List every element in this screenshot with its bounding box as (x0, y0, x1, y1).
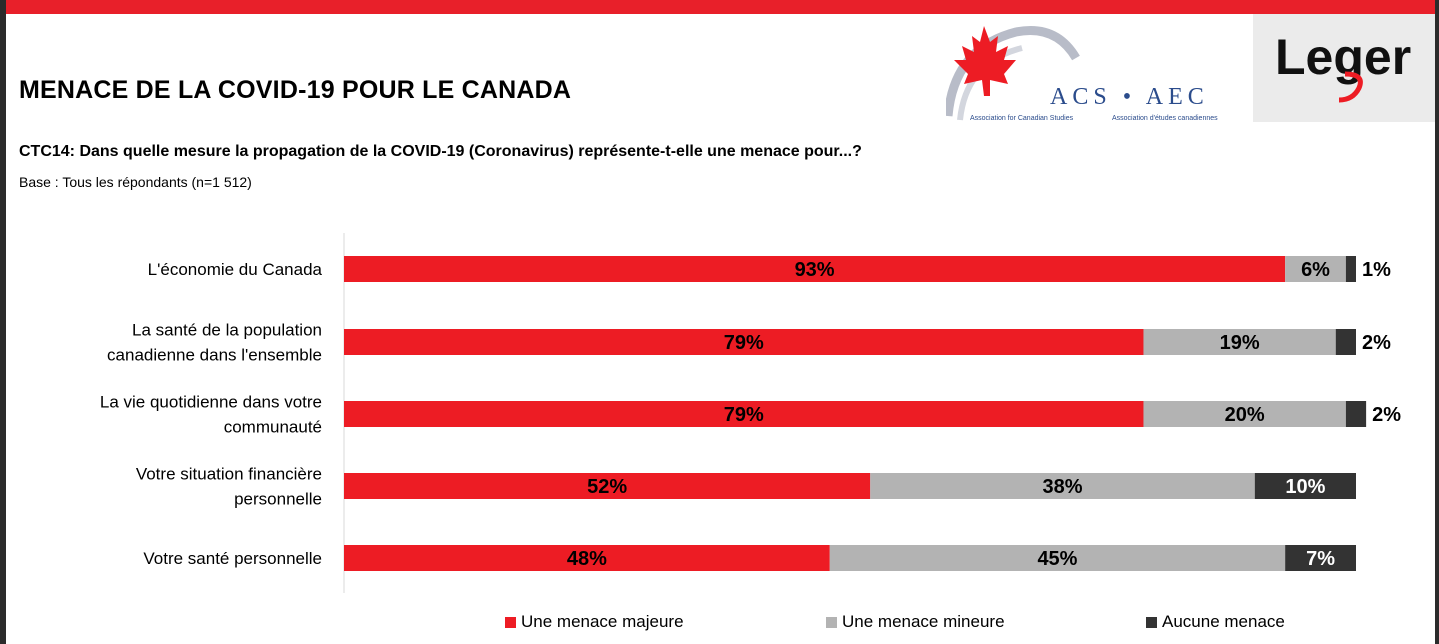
data-label: 52% (587, 476, 627, 498)
bar-segment-mineure (870, 473, 1255, 499)
bar-segment-aucune (1335, 329, 1356, 355)
bar-segment-mineure (1143, 329, 1336, 355)
bar-segment-majeure (344, 256, 1286, 282)
data-label: 45% (1037, 548, 1077, 570)
legend-swatch-majeure (505, 616, 516, 628)
maple-leaf-icon (954, 26, 1016, 96)
data-label: 79% (724, 404, 764, 426)
bar-segment-aucune (1285, 545, 1356, 571)
data-label: 19% (1220, 332, 1260, 354)
category-label: Votre situation financière personnelle (136, 465, 322, 509)
legend-label-aucune: Aucune menace (1162, 612, 1285, 631)
legend-label-majeure: Une menace majeure (521, 612, 684, 631)
leger-logo: Leger (1253, 14, 1435, 122)
category-label: La vie quotidienne dans votre communauté (100, 393, 322, 437)
data-label: 2% (1362, 332, 1391, 354)
bar-segment-majeure (344, 401, 1144, 427)
bar-segment-mineure (1143, 401, 1346, 427)
legend-item-majeure: Une menace majeure (505, 612, 684, 632)
sample-base: Base : Tous les répondants (n=1 512) (19, 174, 252, 190)
legend-swatch-aucune (1146, 616, 1157, 628)
top-accent-bar (6, 0, 1435, 14)
legend-label-mineure: Une menace mineure (842, 612, 1005, 631)
acs-subtitle-en: Association for Canadian Studies (970, 115, 1074, 122)
page-title: MENACE DE LA COVID-19 POUR LE CANADA (19, 76, 572, 104)
data-label: 38% (1043, 476, 1083, 498)
acs-aec-wordmark: ACS • AEC (1050, 84, 1209, 110)
data-label: 2% (1372, 404, 1401, 426)
category-label: La santé de la population canadienne dans… (107, 321, 322, 365)
bar-segment-mineure (1285, 256, 1346, 282)
leger-swoosh-icon (1338, 71, 1363, 103)
data-label: 6% (1301, 259, 1330, 281)
legend-item-aucune: Aucune menace (1146, 612, 1285, 632)
data-label: 48% (567, 548, 607, 570)
category-label: Votre santé personnelle (143, 549, 322, 568)
data-label: 10% (1285, 476, 1325, 498)
bar-segment-majeure (344, 473, 871, 499)
bar-segment-aucune (1254, 473, 1356, 499)
window-frame-right (1435, 0, 1439, 644)
bar-segment-majeure (344, 329, 1144, 355)
legend-swatch-mineure (826, 616, 837, 628)
legend-item-mineure: Une menace mineure (826, 612, 1005, 632)
category-label: L'économie du Canada (148, 260, 323, 279)
data-label: 1% (1362, 259, 1391, 281)
data-label: 93% (795, 259, 835, 281)
bar-segment-aucune (1345, 401, 1367, 427)
bar-segment-majeure (344, 545, 830, 571)
bar-segment-mineure (829, 545, 1286, 571)
bar-segment-aucune (1345, 256, 1356, 282)
data-label: 7% (1306, 548, 1335, 570)
data-label: 79% (724, 332, 764, 354)
window-frame-left (0, 0, 6, 644)
acs-aec-logo: ACS • AEC Association for Canadian Studi… (943, 18, 1251, 124)
leger-wordmark: Leger (1275, 29, 1411, 85)
stacked-bar-chart: L'économie du Canada 93% 6% 1% La santé de l… (0, 225, 1439, 605)
acs-subtitle-fr: Association d'études canadiennes (1112, 115, 1218, 122)
data-label: 20% (1225, 404, 1265, 426)
survey-question: CTC14: Dans quelle mesure la propagation… (19, 143, 862, 160)
